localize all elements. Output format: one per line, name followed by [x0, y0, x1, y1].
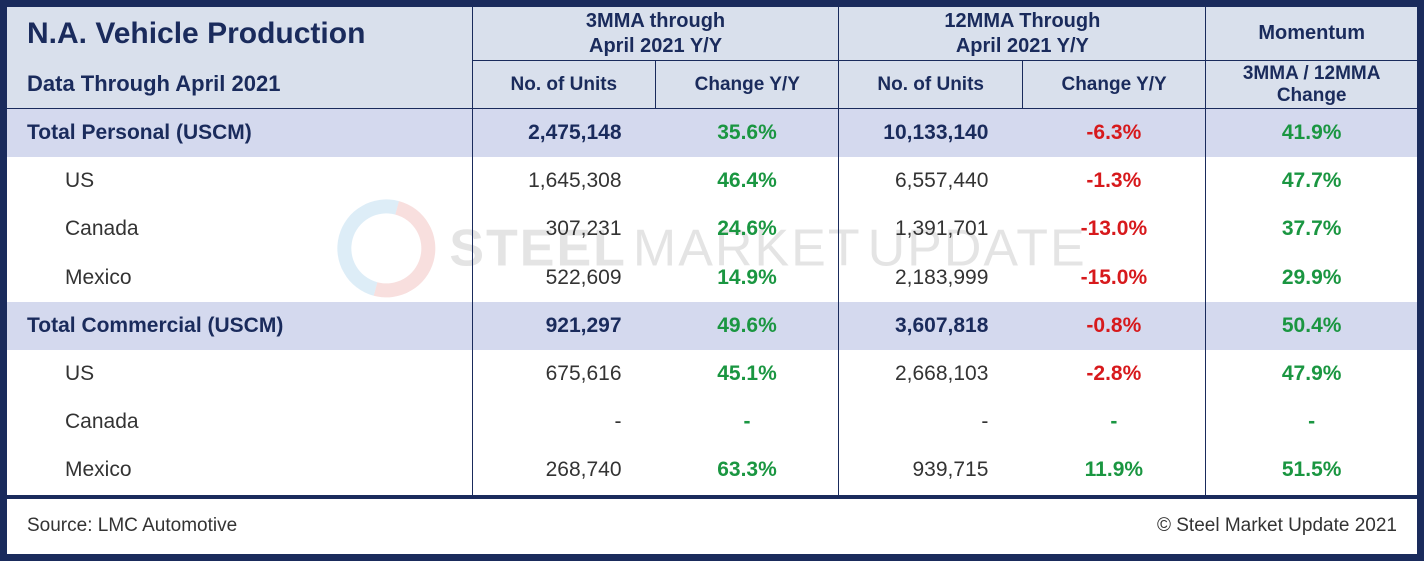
cell-pct: - — [1022, 398, 1205, 446]
cell-pct: -1.3% — [1022, 157, 1205, 205]
total-row: Total Commercial (USCM)921,29749.6%3,607… — [7, 302, 1418, 350]
cell-pct: 41.9% — [1206, 109, 1418, 158]
data-row: Mexico268,74063.3%939,71511.9%51.5% — [7, 446, 1418, 496]
cell-pct: 24.6% — [656, 205, 839, 253]
row-label: Mexico — [7, 446, 473, 496]
row-label: Mexico — [7, 253, 473, 301]
cell-pct: 50.4% — [1206, 302, 1418, 350]
row-label: US — [7, 350, 473, 398]
total-label: Total Personal (USCM) — [7, 109, 473, 158]
table-container: STEEL MARKET UPDATE part of the CRU Grou… — [0, 0, 1424, 561]
production-table: N.A. Vehicle Production 3MMA throughApri… — [6, 6, 1418, 555]
total-label: Total Commercial (USCM) — [7, 302, 473, 350]
cell-units: - — [472, 398, 655, 446]
cell-pct: 49.6% — [656, 302, 839, 350]
cell-pct: 29.9% — [1206, 253, 1418, 301]
cell-pct: -2.8% — [1022, 350, 1205, 398]
footer-source: Source: LMC Automotive — [7, 497, 839, 555]
table-title: N.A. Vehicle Production — [7, 7, 473, 61]
cell-units: 675,616 — [472, 350, 655, 398]
col-units-3mma: No. of Units — [472, 61, 655, 109]
col-group-3mma: 3MMA throughApril 2021 Y/Y — [472, 7, 839, 61]
cell-pct: 47.9% — [1206, 350, 1418, 398]
cell-pct: 37.7% — [1206, 205, 1418, 253]
col-units-12mma: No. of Units — [839, 61, 1022, 109]
cell-units: 307,231 — [472, 205, 655, 253]
col-group-12mma: 12MMA ThroughApril 2021 Y/Y — [839, 7, 1206, 61]
row-label: US — [7, 157, 473, 205]
cell-units: 268,740 — [472, 446, 655, 496]
col-change-3mma: Change Y/Y — [656, 61, 839, 109]
cell-pct: 63.3% — [656, 446, 839, 496]
cell-units: 3,607,818 — [839, 302, 1022, 350]
col-group-momentum: Momentum — [1206, 7, 1418, 61]
cell-pct: - — [656, 398, 839, 446]
cell-pct: 51.5% — [1206, 446, 1418, 496]
cell-units: 2,183,999 — [839, 253, 1022, 301]
table-body: Total Personal (USCM)2,475,14835.6%10,13… — [7, 109, 1418, 497]
cell-units: 6,557,440 — [839, 157, 1022, 205]
cell-units: 1,645,308 — [472, 157, 655, 205]
col-change-12mma: Change Y/Y — [1022, 61, 1205, 109]
data-row: Mexico522,60914.9%2,183,999-15.0%29.9% — [7, 253, 1418, 301]
cell-pct: 11.9% — [1022, 446, 1205, 496]
cell-units: 522,609 — [472, 253, 655, 301]
cell-pct: -13.0% — [1022, 205, 1205, 253]
cell-pct: 45.1% — [656, 350, 839, 398]
data-row: Canada307,23124.6%1,391,701-13.0%37.7% — [7, 205, 1418, 253]
table-subtitle: Data Through April 2021 — [7, 61, 473, 109]
col-momentum-sub: 3MMA / 12MMA Change — [1206, 61, 1418, 109]
cell-units: 2,475,148 — [472, 109, 655, 158]
cell-units: - — [839, 398, 1022, 446]
cell-pct: 14.9% — [656, 253, 839, 301]
data-row: US675,61645.1%2,668,103-2.8%47.9% — [7, 350, 1418, 398]
row-label: Canada — [7, 398, 473, 446]
cell-units: 1,391,701 — [839, 205, 1022, 253]
cell-pct: 35.6% — [656, 109, 839, 158]
footer-copyright: © Steel Market Update 2021 — [839, 497, 1418, 555]
total-row: Total Personal (USCM)2,475,14835.6%10,13… — [7, 109, 1418, 158]
cell-pct: 47.7% — [1206, 157, 1418, 205]
data-row: Canada----- — [7, 398, 1418, 446]
data-row: US1,645,30846.4%6,557,440-1.3%47.7% — [7, 157, 1418, 205]
cell-units: 10,133,140 — [839, 109, 1022, 158]
cell-pct: -0.8% — [1022, 302, 1205, 350]
cell-pct: -6.3% — [1022, 109, 1205, 158]
cell-units: 921,297 — [472, 302, 655, 350]
cell-pct: 46.4% — [656, 157, 839, 205]
cell-pct: - — [1206, 398, 1418, 446]
row-label: Canada — [7, 205, 473, 253]
cell-units: 2,668,103 — [839, 350, 1022, 398]
cell-pct: -15.0% — [1022, 253, 1205, 301]
cell-units: 939,715 — [839, 446, 1022, 496]
